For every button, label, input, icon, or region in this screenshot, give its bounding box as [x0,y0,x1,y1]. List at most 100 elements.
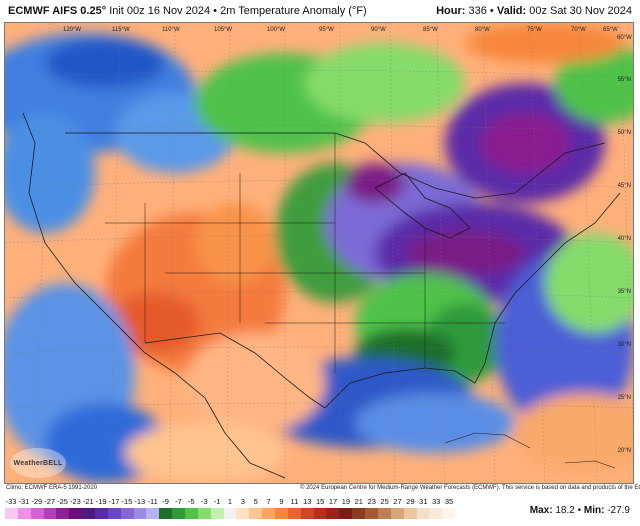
lon-label: 60°W [617,35,632,41]
colorbar-label: 29 [406,497,415,506]
colorbar-label: 5 [253,497,258,506]
colorbar-swatch [43,508,57,519]
colorbar-swatch [82,508,96,519]
header-left: ECMWF AIFS 0.25° Init 00z 16 Nov 2024 • … [8,5,367,17]
copyright-note: © 2024 European Centre for Medium-Range … [300,485,640,491]
valid-value: 00z Sat 30 Nov 2024 [529,5,632,17]
colorbar-swatch [17,508,31,519]
colorbar-swatch [326,508,340,519]
pacific-coastline [22,112,286,479]
colorbar-swatch [210,508,224,519]
colorbar-swatch [339,508,353,519]
lon-label: 80°W [475,27,490,33]
hour-value: 336 [468,5,487,17]
colorbar-swatch [185,508,198,519]
colorbar-label: 19 [341,497,351,506]
colorbar-label: 7 [266,497,271,506]
colorbar-swatch [390,508,404,519]
colorbar-label: 21 [354,497,363,506]
climo-note: Climo: ECMWF ERA-5 1991-2020 [6,485,98,491]
colorbar-swatch [365,508,378,519]
anomaly-field [5,23,633,483]
colorbar-swatch [300,508,314,519]
hour-label: Hour: [436,5,466,17]
lon-label: 70°W [571,27,586,33]
lon-label: 85°W [423,27,438,33]
lon-labels: 120°W 115°W 110°W 105°W 100°W 95°W 90°W … [63,27,632,41]
colorbar-label: 25 [380,497,389,506]
lon-label: 105°W [214,27,232,33]
max-label: Max: [529,505,553,516]
colorbar-label: -25 [57,497,68,506]
colorbar-swatch [95,508,108,519]
valid-label: Valid: [496,5,527,17]
colorbar-label: -3 [200,497,208,506]
lat-label: 20°N [618,448,631,454]
model-name: ECMWF AIFS 0.25° [8,5,107,17]
min-value: -27.9 [607,505,630,516]
colorbar-swatch [172,508,186,519]
logo-text: WeatherBELL [13,459,63,467]
header-bar: ECMWF AIFS 0.25° Init 00z 16 Nov 2024 • … [0,0,640,22]
colorbar-swatch [120,508,134,519]
colorbar-swatch [313,508,327,519]
header-right: Hour: 336 • Valid: 00z Sat 30 Nov 2024 [436,5,632,17]
colorbar-label: -5 [188,497,195,506]
colorbar-swatch [197,508,211,519]
colorbar-label: 27 [393,497,402,506]
colorbar-label: 31 [419,497,428,506]
colorbar-label: -7 [175,497,182,506]
lat-label: 45°N [618,183,631,189]
colorbar-swatch [249,508,263,519]
colorbar-label: -1 [213,497,221,506]
colorbar-label: -9 [162,497,169,506]
colorbar-label: -21 [82,497,94,506]
colorbar-swatch [442,508,456,519]
colorbar-label: 23 [367,497,376,506]
lat-labels: 55°N 50°N 45°N 40°N 35°N 30°N 25°N 20°N [618,77,631,454]
lon-label: 100°W [267,27,285,33]
lon-label: 95°W [319,27,334,33]
colorbar-swatches [5,508,456,519]
stats-separator: • [577,505,582,516]
colorbar: -33 -31 -29 -27 -25 -23 -21 -19 -17 -15 -13 -11 -9 -7… [5,497,456,523]
min-label: Min: [583,505,605,516]
colorbar-swatch [287,508,301,519]
colorbar-label: -19 [95,497,107,506]
us-canada-border [65,132,606,199]
colorbar-label: 15 [316,497,325,506]
lon-label: 75°W [527,27,542,33]
colorbar-label: -33 [5,497,17,506]
lon-label: 120°W [63,27,81,33]
colorbar-label: 11 [290,497,299,506]
colorbar-swatch [56,508,70,519]
caribbean-islands [444,432,616,469]
colorbar-label: -31 [18,497,30,506]
colorbar-swatch [377,508,391,519]
colorbar-swatch [159,508,173,519]
us-mexico-border [144,332,326,409]
colorbar-swatch [275,508,288,519]
colorbar-labels: -33 -31 -29 -27 -25 -23 -21 -19 -17 -15 -13 -11 -9 -7… [5,497,455,507]
colorbar-swatch [352,508,366,519]
colorbar-label: -23 [69,497,81,506]
colorbar-swatch [146,508,160,519]
colorbar-label: -17 [108,497,120,506]
colorbar-label: 13 [303,497,312,506]
colorbar-swatch [223,508,237,519]
field-name: 2m Temperature Anomaly (°F) [220,5,367,17]
colorbar-swatch [262,508,276,519]
gulf-atlantic-coastline [324,192,621,409]
colorbar-swatch [30,508,44,519]
colorbar-label: -13 [134,497,146,506]
header-separator: • [213,5,218,17]
colorbar-swatch [107,508,121,519]
colorbar-swatch [236,508,250,519]
lon-label: 90°W [371,27,386,33]
boundaries [22,112,621,479]
colorbar-swatch [5,508,18,519]
great-lakes [374,172,471,239]
colorbar-swatch [416,508,430,519]
anomaly-map: 120°W 115°W 110°W 105°W 100°W 95°W 90°W … [4,22,634,484]
max-value: 18.2 [555,505,575,516]
